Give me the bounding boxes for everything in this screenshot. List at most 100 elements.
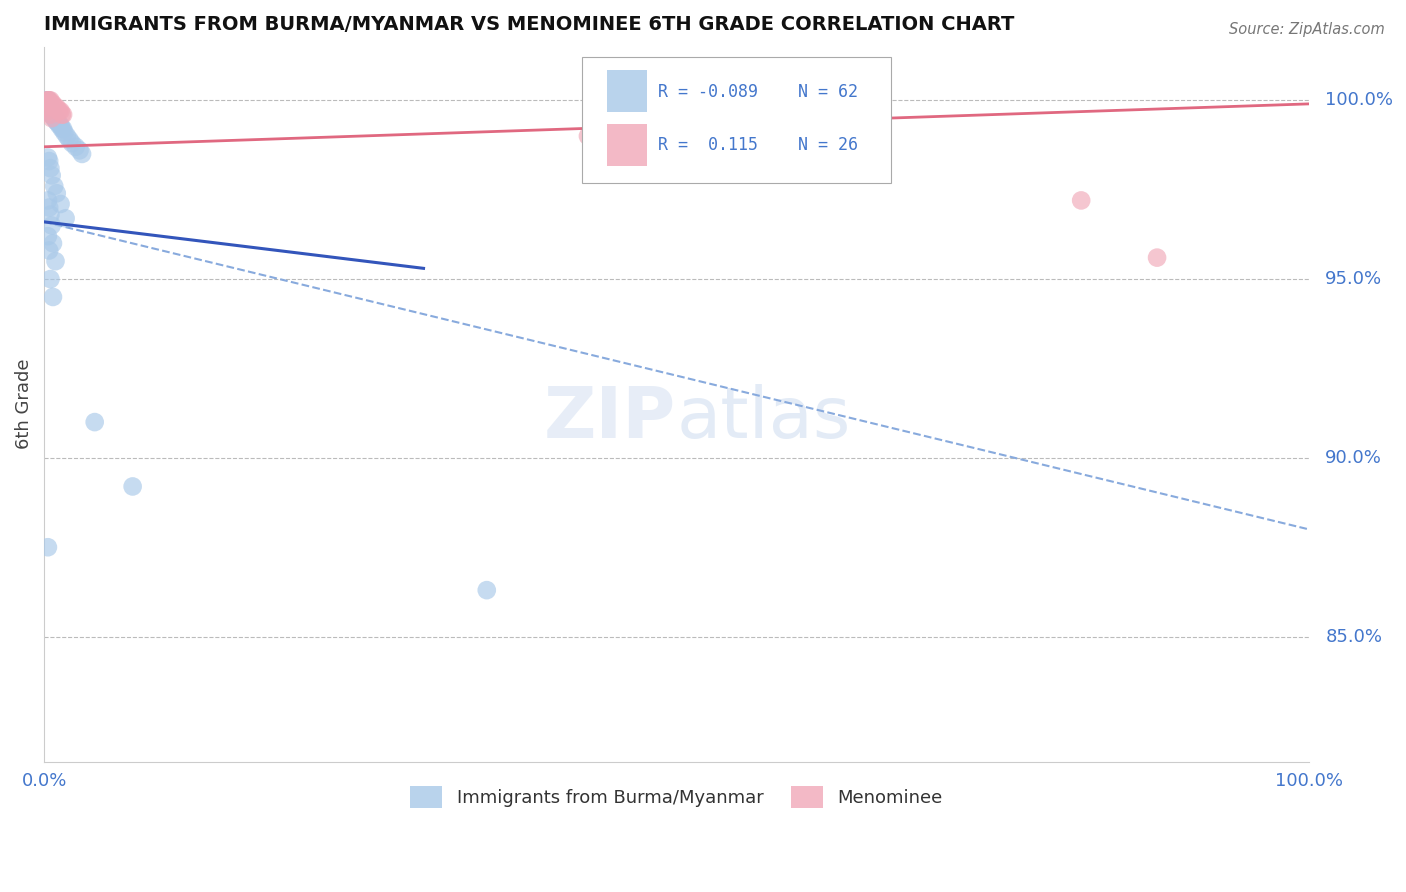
Point [58, 133, 80, 147]
Point [35, 93, 58, 107]
Point [52, 107, 75, 121]
Point [792, 119, 814, 133]
Text: 95.0%: 95.0% [1326, 270, 1382, 288]
Text: Source: ZipAtlas.com: Source: ZipAtlas.com [1229, 22, 1385, 37]
Point [44, 179, 66, 194]
Point [45, 186, 67, 201]
Point [37, 540, 59, 554]
Text: atlas: atlas [676, 384, 851, 453]
Point [44, 100, 66, 114]
Point [42, 107, 65, 121]
Text: 85.0%: 85.0% [1326, 628, 1382, 646]
Text: 0.0%: 0.0% [21, 772, 67, 790]
Point [44, 111, 66, 125]
Point [44, 100, 66, 114]
Point [44, 111, 66, 125]
Point [39, 100, 62, 114]
Point [70, 147, 93, 161]
Point [52, 122, 75, 136]
Point [41, 96, 63, 111]
Point [38, 201, 60, 215]
Point [41, 103, 63, 118]
FancyBboxPatch shape [607, 124, 647, 166]
Point [39, 103, 62, 118]
Point [39, 103, 62, 118]
Point [41, 219, 63, 233]
Point [46, 103, 69, 118]
Text: ZIP: ZIP [544, 384, 676, 453]
Point [37, 93, 59, 107]
Point [60, 136, 83, 151]
Point [1146, 251, 1168, 265]
Point [49, 197, 72, 211]
Point [38, 244, 60, 258]
Point [42, 96, 65, 111]
Point [576, 129, 599, 144]
Point [35, 93, 58, 107]
Point [37, 194, 59, 208]
Point [42, 290, 65, 304]
Point [37, 151, 59, 165]
Point [38, 96, 60, 111]
Point [49, 119, 72, 133]
FancyBboxPatch shape [582, 57, 891, 183]
Point [69, 144, 91, 158]
Text: R = -0.089    N = 62: R = -0.089 N = 62 [658, 83, 858, 101]
Point [48, 119, 70, 133]
Point [37, 229, 59, 244]
Legend: Immigrants from Burma/Myanmar, Menominee: Immigrants from Burma/Myanmar, Menominee [401, 777, 952, 817]
Point [45, 114, 67, 128]
Point [39, 96, 62, 111]
Point [56, 129, 79, 144]
Point [38, 100, 60, 114]
Point [42, 236, 65, 251]
Text: R =  0.115    N = 26: R = 0.115 N = 26 [658, 136, 858, 154]
Point [39, 93, 62, 107]
Point [1070, 194, 1092, 208]
Point [38, 93, 60, 107]
Point [38, 100, 60, 114]
Point [39, 100, 62, 114]
Point [41, 169, 63, 183]
Point [44, 111, 66, 125]
Point [44, 111, 66, 125]
Point [38, 154, 60, 169]
Point [44, 254, 66, 268]
Point [42, 107, 65, 121]
Text: 100.0%: 100.0% [1326, 91, 1393, 110]
Point [37, 100, 59, 114]
Point [45, 100, 67, 114]
Point [39, 161, 62, 176]
Point [35, 93, 58, 107]
Point [83, 415, 105, 429]
Point [39, 272, 62, 286]
Point [51, 122, 73, 136]
Point [49, 103, 72, 118]
Point [41, 107, 63, 121]
Point [46, 114, 69, 128]
Point [37, 93, 59, 107]
Point [39, 208, 62, 222]
Point [45, 114, 67, 128]
Point [121, 479, 143, 493]
Text: IMMIGRANTS FROM BURMA/MYANMAR VS MENOMINEE 6TH GRADE CORRELATION CHART: IMMIGRANTS FROM BURMA/MYANMAR VS MENOMIN… [44, 15, 1015, 34]
Text: 100.0%: 100.0% [1275, 772, 1343, 790]
Point [475, 583, 498, 598]
Point [38, 103, 60, 118]
Point [37, 93, 59, 107]
Y-axis label: 6th Grade: 6th Grade [15, 359, 32, 450]
Point [41, 107, 63, 121]
Point [51, 107, 73, 121]
Point [37, 96, 59, 111]
Point [640, 126, 662, 140]
Point [41, 111, 63, 125]
Point [65, 140, 87, 154]
Point [39, 107, 62, 121]
FancyBboxPatch shape [607, 70, 647, 112]
Point [48, 103, 70, 118]
Point [38, 96, 60, 111]
Point [55, 211, 77, 226]
Point [35, 93, 58, 107]
Point [703, 119, 725, 133]
Point [53, 126, 76, 140]
